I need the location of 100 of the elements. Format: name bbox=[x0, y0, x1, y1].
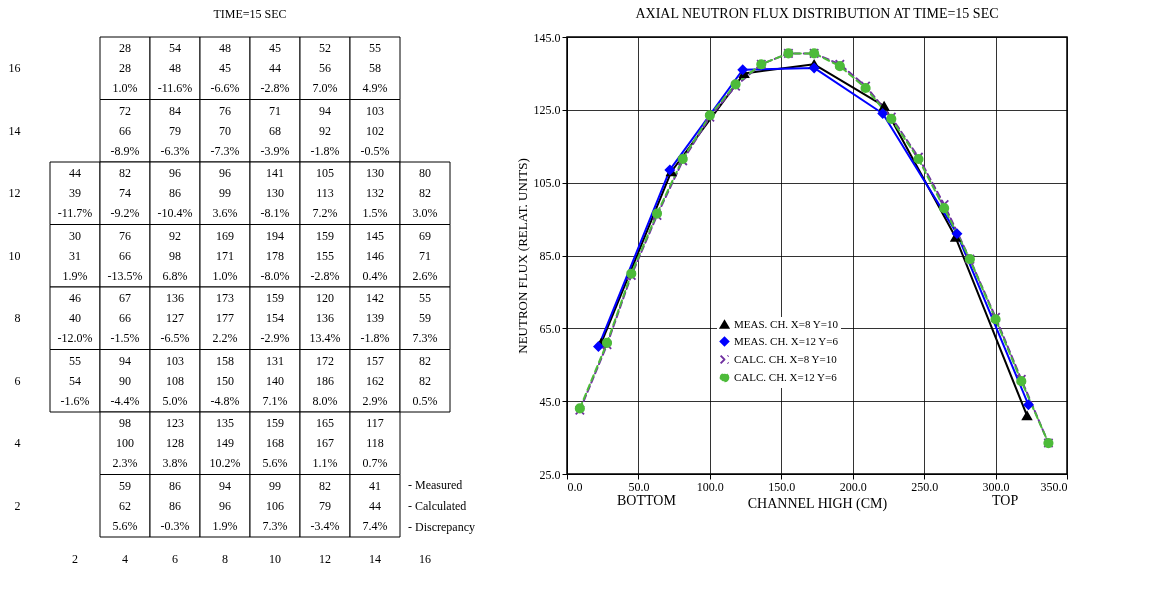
text: 82 79 -3.4% bbox=[310, 478, 340, 533]
text: 92 98 6.8% bbox=[162, 228, 188, 283]
text: 103 102 -0.5% bbox=[360, 103, 390, 158]
y-tick-label: 45.0 bbox=[539, 394, 561, 409]
x-tick-label: 10 bbox=[269, 551, 281, 566]
text: 44 39 -11.7% bbox=[57, 166, 93, 221]
x-tick-label: 0.0 bbox=[567, 479, 583, 494]
text: 141 130 -8.1% bbox=[260, 166, 290, 221]
text: 105 113 7.2% bbox=[312, 166, 338, 221]
text: 48 45 -6.6% bbox=[210, 41, 240, 96]
y-tick-label: 4 bbox=[14, 436, 21, 451]
y-tick-label: 6 bbox=[14, 373, 21, 388]
legend-label: MEAS. CH. X=8 Y=10 bbox=[734, 317, 839, 330]
text: 82 74 -9.2% bbox=[110, 166, 140, 221]
text: 131 140 7.1% bbox=[262, 353, 288, 408]
text: 96 86 -10.4% bbox=[157, 166, 193, 221]
x-tick-label: 50.0 bbox=[628, 479, 650, 494]
y-tick-label: 65.0 bbox=[539, 321, 561, 336]
text: 165 167 1.1% bbox=[312, 416, 338, 471]
text: 94 92 -1.8% bbox=[310, 103, 340, 158]
text: 158 150 -4.8% bbox=[210, 353, 240, 408]
y-tick-label: 125.0 bbox=[533, 103, 561, 118]
y-tick-label: 10 bbox=[8, 248, 21, 263]
text: 86 86 -0.3% bbox=[160, 478, 190, 533]
x-tick-label: 12 bbox=[319, 551, 331, 566]
annotation: - Discrepancy bbox=[408, 519, 475, 534]
y-tick-label: 85.0 bbox=[539, 249, 561, 263]
text: 80 82 3.0% bbox=[412, 166, 438, 221]
text: 99 106 7.3% bbox=[262, 478, 288, 533]
text: 169 171 1.0% bbox=[212, 228, 238, 283]
x-tick-label: 200.0 bbox=[839, 479, 867, 494]
text: 135 149 10.2% bbox=[209, 416, 241, 471]
x-tick-label: 100.0 bbox=[696, 479, 724, 494]
x-tick-label: 6 bbox=[172, 551, 178, 566]
text: 46 40 -12.0% bbox=[57, 291, 93, 346]
text: 67 66 -1.5% bbox=[110, 291, 140, 346]
text: 136 127 -6.5% bbox=[160, 291, 190, 346]
text: 71 68 -3.9% bbox=[260, 103, 290, 158]
text: 173 177 2.2% bbox=[212, 291, 238, 346]
annotation: - Calculated bbox=[408, 498, 467, 513]
y-tick-label: 105.0 bbox=[533, 176, 561, 191]
chart-title: AXIAL NEUTRON FLUX DISTRIBUTION AT TIME=15 SEC bbox=[635, 6, 999, 21]
legend-label: MEAS. CH. X=12 Y=6 bbox=[734, 334, 839, 347]
text: 54 48 -11.6% bbox=[157, 41, 193, 96]
x-tick-label: 4 bbox=[122, 551, 128, 566]
text: 55 59 7.3% bbox=[412, 291, 438, 346]
text: 96 99 3.6% bbox=[212, 166, 238, 221]
y-tick-label: 12 bbox=[8, 186, 21, 201]
x-tick-label: 8 bbox=[222, 551, 228, 566]
legend-label: CALC. CH. X=8 Y=10 bbox=[734, 352, 838, 365]
chart-title: TIME=15 SEC bbox=[213, 6, 287, 21]
annotation: - Measured bbox=[408, 477, 463, 492]
y-tick-label: 16 bbox=[8, 61, 21, 76]
text: 123 128 3.8% bbox=[162, 416, 188, 471]
text: TOP bbox=[992, 493, 1019, 508]
text: 172 186 8.0% bbox=[312, 353, 338, 408]
text: 130 132 1.5% bbox=[362, 166, 388, 221]
text: 98 100 2.3% bbox=[112, 416, 138, 471]
text: 159 155 -2.8% bbox=[310, 228, 340, 283]
text: 69 71 2.6% bbox=[412, 228, 438, 283]
text: 72 66 -8.9% bbox=[110, 103, 140, 158]
text: 157 162 2.9% bbox=[362, 353, 388, 408]
x-tick-label: 2 bbox=[72, 551, 78, 566]
legend-label: CALC. CH. X=12 Y=6 bbox=[734, 370, 838, 383]
x-axis-title: CHANNEL HIGH (CM) bbox=[747, 495, 888, 512]
x-tick-label: 300.0 bbox=[982, 479, 1010, 494]
text: 145 146 0.4% bbox=[362, 228, 388, 283]
text: 28 28 1.0% bbox=[112, 41, 138, 96]
text: 82 82 0.5% bbox=[412, 353, 438, 408]
text: 120 136 13.4% bbox=[309, 291, 341, 346]
text: 159 154 -2.9% bbox=[260, 291, 290, 346]
y-tick-label: 2 bbox=[14, 498, 21, 513]
y-tick-label: 8 bbox=[14, 311, 21, 326]
text: 94 96 1.9% bbox=[212, 478, 238, 533]
x-tick-label: 14 bbox=[369, 551, 381, 566]
x-tick-label: 150.0 bbox=[768, 479, 796, 494]
x-tick-label: 250.0 bbox=[911, 479, 939, 494]
y-axis-title: NEUTRON FLUX (RELAT. UNITS) bbox=[514, 158, 530, 354]
text: 76 70 -7.3% bbox=[210, 103, 240, 158]
text: 55 58 4.9% bbox=[362, 41, 388, 96]
text: 103 108 5.0% bbox=[162, 353, 188, 408]
text: 94 90 -4.4% bbox=[110, 353, 140, 408]
text: 52 56 7.0% bbox=[312, 41, 338, 96]
y-tick-label: 14 bbox=[8, 123, 21, 138]
text: 55 54 -1.6% bbox=[60, 353, 90, 408]
text: BOTTOM bbox=[617, 493, 677, 508]
text: 159 168 5.6% bbox=[262, 416, 288, 471]
text: 41 44 7.4% bbox=[362, 478, 388, 533]
text: 59 62 5.6% bbox=[112, 478, 138, 533]
text: 194 178 -8.0% bbox=[260, 228, 290, 283]
text: 30 31 1.9% bbox=[62, 228, 88, 283]
x-tick-label: 16 bbox=[419, 551, 431, 566]
text: 142 139 -1.8% bbox=[360, 291, 390, 346]
text: 76 66 -13.5% bbox=[107, 228, 143, 283]
y-tick-label: 25.0 bbox=[539, 467, 561, 482]
text: 45 44 -2.8% bbox=[260, 41, 290, 96]
y-tick-label: 145.0 bbox=[533, 30, 561, 45]
text: 117 118 0.7% bbox=[362, 416, 388, 471]
x-tick-label: 350.0 bbox=[1040, 479, 1068, 494]
text: 84 79 -6.3% bbox=[160, 103, 190, 158]
